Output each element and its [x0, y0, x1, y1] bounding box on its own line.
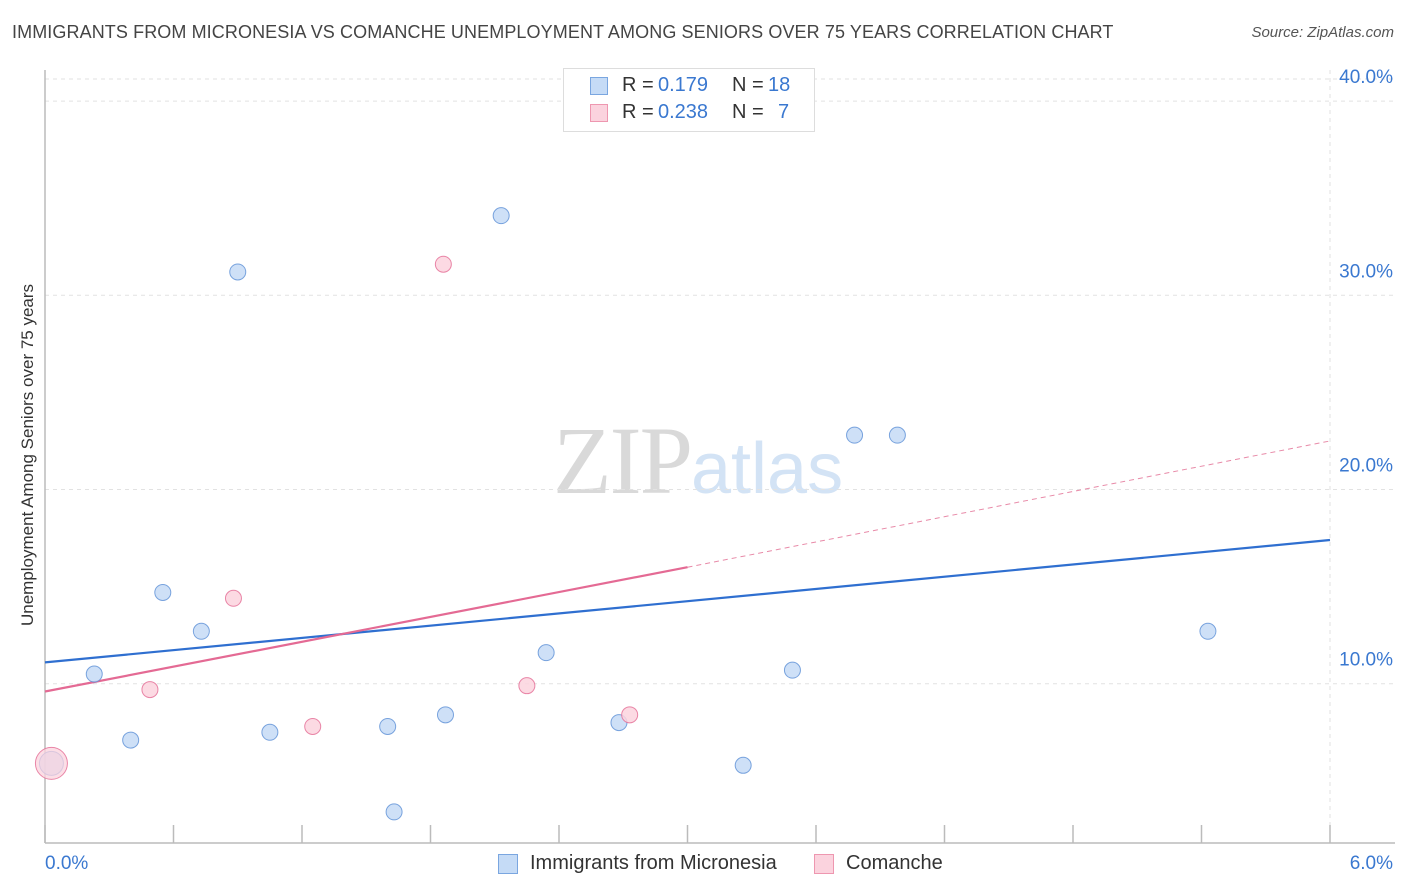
- r-label: R =: [622, 101, 654, 123]
- watermark-zip: ZIP: [553, 407, 693, 514]
- point-micronesia: [385, 803, 403, 821]
- point-micronesia: [492, 207, 510, 225]
- stats-swatch-micronesia: [590, 77, 608, 95]
- stats-row-comanche: R = 0.238 N = 7: [564, 101, 814, 127]
- series-legend: Immigrants from Micronesia Comanche: [0, 851, 1406, 879]
- point-comanche: [304, 717, 322, 735]
- r-label: R =: [622, 74, 654, 96]
- point-comanche: [621, 706, 639, 724]
- stats-row-micronesia: R = 0.179 N = 18: [564, 74, 814, 100]
- chart-title: IMMIGRANTS FROM MICRONESIA VS COMANCHE U…: [12, 22, 1114, 42]
- point-micronesia: [261, 723, 279, 741]
- data-points: [34, 207, 1217, 821]
- legend-label-micronesia: Immigrants from Micronesia: [530, 852, 777, 874]
- x-tick-label-max: 6.0%: [1350, 853, 1393, 874]
- trend-line-micronesia: [44, 538, 1331, 664]
- source-label: Source: ZipAtlas.com: [1251, 24, 1394, 41]
- grid-lines: [45, 70, 1395, 843]
- point-micronesia: [85, 665, 103, 683]
- n-label: N =: [732, 101, 764, 123]
- stats-swatch-comanche: [590, 104, 608, 122]
- point-comanche: [434, 255, 452, 273]
- legend-swatch-comanche: [814, 854, 834, 874]
- point-micronesia: [783, 661, 801, 679]
- trend-lines: [44, 440, 1331, 693]
- point-comanche: [224, 589, 242, 607]
- trend-line-comanche: [44, 566, 688, 693]
- point-micronesia: [229, 263, 247, 281]
- n-value: 18: [768, 74, 791, 96]
- point-micronesia: [537, 644, 555, 662]
- y-tick-label: 40.0%: [1339, 67, 1393, 88]
- legend-label-comanche: Comanche: [846, 852, 943, 874]
- y-tick-label: 30.0%: [1339, 261, 1393, 282]
- x-tick-label-min: 0.0%: [45, 853, 88, 874]
- point-micronesia: [122, 731, 140, 749]
- legend-swatch-micronesia: [498, 854, 518, 874]
- point-micronesia: [888, 426, 906, 444]
- point-comanche: [518, 677, 536, 695]
- y-axis-label: Unemployment Among Seniors over 75 years: [18, 283, 37, 627]
- point-comanche: [141, 681, 159, 699]
- y-tick-label: 20.0%: [1339, 456, 1393, 477]
- point-micronesia: [379, 717, 397, 735]
- point-micronesia: [192, 622, 210, 640]
- stats-legend: R = 0.179 N = 18 R = 0.238 N = 7: [563, 68, 815, 132]
- trend-extension-comanche: [687, 440, 1331, 568]
- watermark: ZIPatlas: [553, 405, 843, 516]
- axes: [44, 70, 1395, 844]
- point-micronesia: [436, 706, 454, 724]
- y-tick-label: 10.0%: [1339, 650, 1393, 671]
- watermark-atlas: atlas: [691, 429, 844, 509]
- point-micronesia: [1199, 622, 1217, 640]
- n-label: N =: [732, 74, 764, 96]
- r-value: 0.238: [658, 101, 709, 123]
- point-micronesia: [846, 426, 864, 444]
- n-value: 7: [778, 101, 790, 123]
- r-value: 0.179: [658, 74, 709, 96]
- tick-labels: 10.0% 20.0% 30.0% 40.0% 0.0% 6.0%: [45, 67, 1393, 874]
- point-comanche: [34, 746, 68, 780]
- point-micronesia: [734, 756, 752, 774]
- point-micronesia: [154, 583, 172, 601]
